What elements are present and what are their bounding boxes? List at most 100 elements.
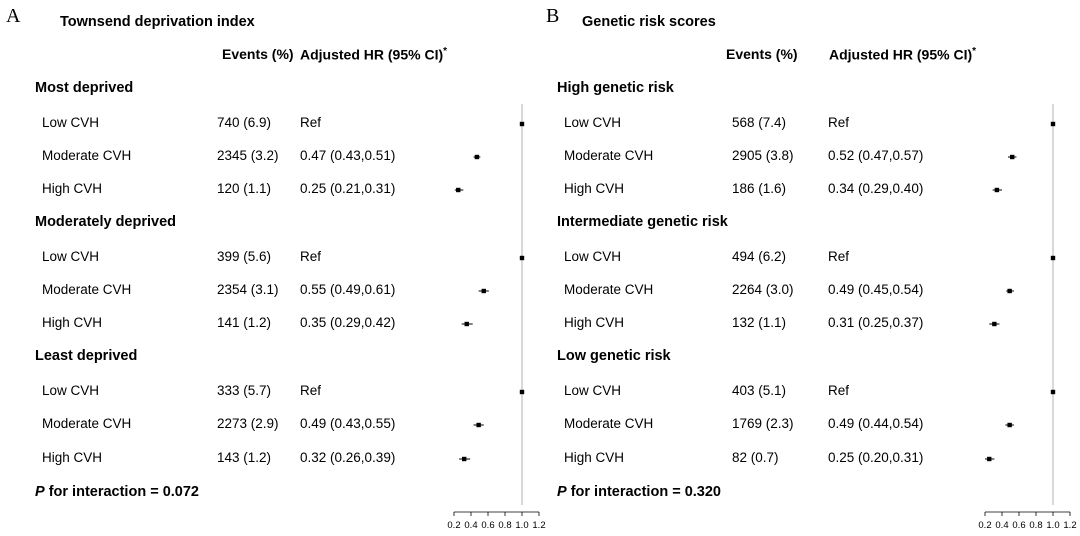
row-label: Moderate CVH [42, 282, 132, 297]
panel-title: Genetic risk scores [582, 14, 716, 30]
p-interaction-text: for interaction = 0.072 [44, 484, 199, 500]
hr-point-marker [1050, 389, 1056, 395]
row-label: Low CVH [564, 249, 622, 264]
panel-letter: B [546, 5, 560, 27]
panel-title: Townsend deprivation index [60, 14, 255, 30]
group-label: High genetic risk [557, 80, 674, 96]
p-symbol: P [557, 484, 567, 500]
row-events: 143 (1.2) [217, 450, 272, 465]
row-label: High CVH [564, 181, 625, 196]
hr-point-marker [481, 288, 486, 294]
row-label: Low CVH [42, 383, 100, 398]
hr-point-marker [994, 187, 1000, 193]
x-tick-label: 0.2 [447, 520, 460, 531]
hr-point-marker [519, 121, 525, 127]
row-label: Low CVH [564, 383, 622, 398]
x-tick-label: 0.4 [464, 520, 477, 531]
row-events: 186 (1.6) [732, 181, 787, 196]
row-hr-ci: 0.49 (0.45,0.54) [828, 282, 924, 297]
forest-plot-a: 0.2 0.4 0.6 0.8 1.0 1.2 [447, 104, 546, 531]
x-tick-label: 0.2 [978, 520, 991, 531]
x-tick-label: 0.6 [1012, 520, 1025, 531]
x-tick-label: 0.8 [498, 520, 511, 531]
row-hr-ci: 0.55 (0.49,0.61) [300, 282, 396, 297]
row-label: High CVH [42, 315, 103, 330]
hr-column-footnote-mark: * [443, 46, 448, 57]
row-hr-ci: Ref [828, 115, 850, 130]
row-label: Moderate CVH [564, 416, 654, 431]
row-label: High CVH [42, 450, 103, 465]
row-hr-ci: 0.25 (0.21,0.31) [300, 181, 396, 196]
hr-point-marker [456, 187, 461, 193]
row-hr-ci: Ref [300, 383, 322, 398]
row-events: 403 (5.1) [732, 383, 787, 398]
row-hr-ci: 0.34 (0.29,0.40) [828, 181, 924, 196]
hr-point-marker [476, 422, 481, 428]
row-events: 2354 (3.1) [217, 282, 279, 297]
events-column-header: Events (%) [222, 46, 294, 62]
group-label: Least deprived [35, 348, 138, 364]
hr-point-marker [1050, 255, 1056, 261]
row-events: 2273 (2.9) [217, 416, 279, 431]
row-label: Low CVH [42, 115, 100, 130]
row-events: 141 (1.2) [217, 315, 272, 330]
group-label: Low genetic risk [557, 348, 671, 364]
hr-point-marker [1007, 422, 1012, 428]
row-label: High CVH [42, 181, 103, 196]
hr-point-marker [1007, 288, 1012, 294]
x-tick-label: 1.2 [532, 520, 545, 531]
row-hr-ci: 0.52 (0.47,0.57) [828, 148, 924, 163]
row-events: 494 (6.2) [732, 249, 787, 264]
hr-column-header: Adjusted HR (95% CI)* [829, 46, 976, 63]
x-tick-label: 0.6 [481, 520, 494, 531]
row-events: 568 (7.4) [732, 115, 787, 130]
p-interaction: P for interaction = 0.320 [557, 484, 721, 500]
hr-point-marker [992, 321, 997, 327]
hr-point-marker [987, 456, 992, 462]
panel-letter: A [6, 5, 21, 27]
p-interaction: P for interaction = 0.072 [35, 484, 199, 500]
row-label: Moderate CVH [564, 282, 654, 297]
x-tick-label: 1.0 [1046, 520, 1059, 531]
x-tick-label: 1.2 [1063, 520, 1076, 531]
row-label: Moderate CVH [564, 148, 654, 163]
row-events: 2345 (3.2) [217, 148, 279, 163]
row-hr-ci: 0.31 (0.25,0.37) [828, 315, 924, 330]
hr-point-marker [462, 456, 467, 462]
row-label: Low CVH [564, 115, 622, 130]
row-events: 132 (1.1) [732, 315, 787, 330]
row-label: Moderate CVH [42, 148, 132, 163]
forest-panel-a: A Townsend deprivation index Events (%) Adj… [6, 5, 546, 531]
x-tick-label: 1.0 [515, 520, 528, 531]
p-interaction-text: for interaction = 0.320 [566, 484, 721, 500]
p-symbol: P [35, 484, 45, 500]
row-events: 2905 (3.8) [732, 148, 794, 163]
row-events: 399 (5.6) [217, 249, 272, 264]
hr-point-marker [1050, 121, 1056, 127]
row-label: Moderate CVH [42, 416, 132, 431]
hr-column-header-text: Adjusted HR (95% CI) [300, 46, 444, 63]
row-hr-ci: 0.49 (0.44,0.54) [828, 416, 924, 431]
events-column-header: Events (%) [726, 46, 798, 62]
row-hr-ci: Ref [828, 249, 850, 264]
row-events: 120 (1.1) [217, 181, 272, 196]
row-label: High CVH [564, 450, 625, 465]
row-events: 333 (5.7) [217, 383, 272, 398]
forest-plot-b: 0.2 0.4 0.6 0.8 1.0 1.2 [978, 104, 1077, 531]
row-hr-ci: Ref [828, 383, 850, 398]
row-events: 1769 (2.3) [732, 416, 794, 431]
row-events: 2264 (3.0) [732, 282, 794, 297]
hr-point-marker [464, 321, 469, 327]
group-label: Moderately deprived [35, 214, 177, 230]
row-label: Low CVH [42, 249, 100, 264]
x-tick-label: 0.4 [995, 520, 1008, 531]
row-hr-ci: 0.25 (0.20,0.31) [828, 450, 924, 465]
hr-column-header: Adjusted HR (95% CI)* [300, 46, 447, 63]
row-hr-ci: 0.49 (0.43,0.55) [300, 416, 396, 431]
x-tick-label: 0.8 [1029, 520, 1042, 531]
row-hr-ci: 0.47 (0.43,0.51) [300, 148, 396, 163]
hr-point-marker [519, 255, 525, 261]
group-label: Most deprived [35, 80, 134, 96]
row-hr-ci: Ref [300, 249, 322, 264]
hr-column-header-text: Adjusted HR (95% CI) [829, 46, 973, 63]
